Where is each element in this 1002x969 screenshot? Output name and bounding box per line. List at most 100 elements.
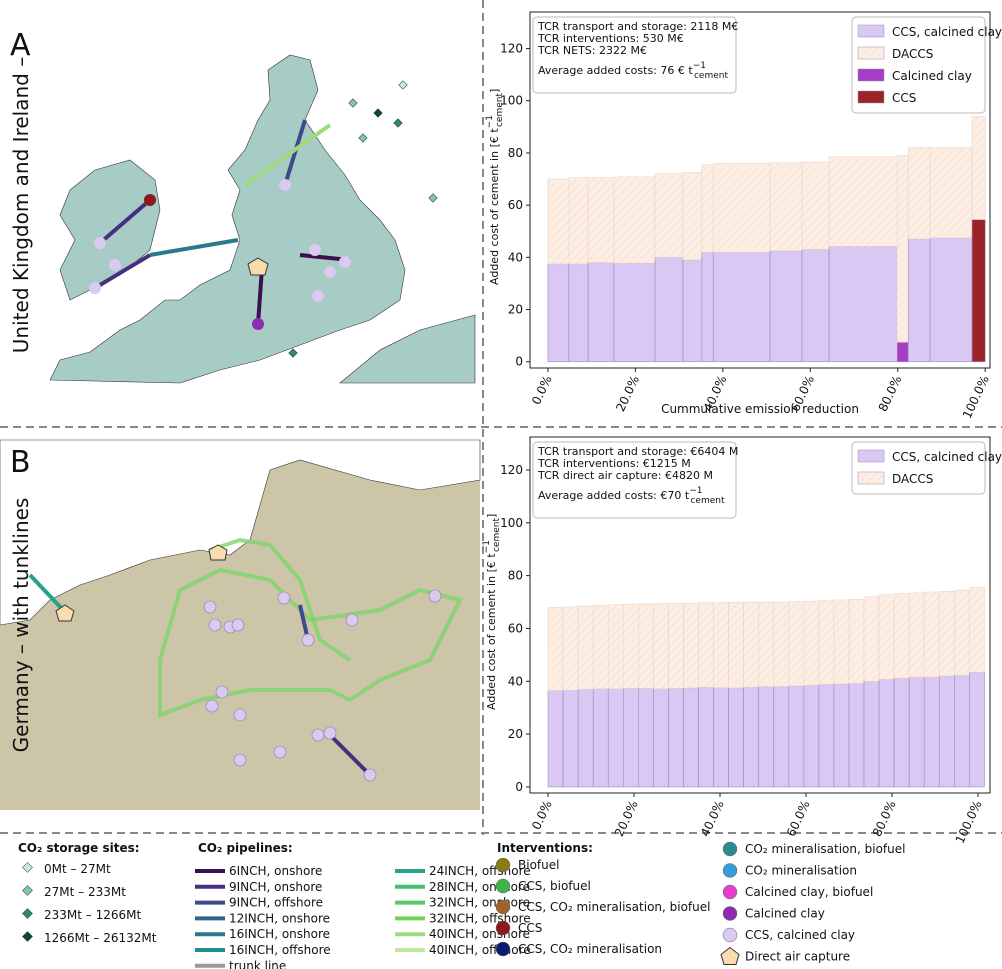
label: Average added costs: 76 € t−1 cement [538,61,728,81]
axes-frame [529,11,991,369]
hatch [653,603,669,689]
storage-marker [22,908,33,919]
bar-segment [878,678,895,788]
hatch [858,472,884,484]
y-tick-label: 60 [508,621,523,635]
intervention-marker [495,878,511,894]
hatch [818,600,834,685]
legend-label: Calcined clay, biofuel [745,885,873,899]
bar-segment [713,687,729,788]
hatch [924,592,940,678]
hatch [770,162,802,251]
map-uk [49,54,476,384]
bar-segment [638,688,654,788]
legend-label: 16INCH, offshore [229,943,331,957]
y-tick-label: 0 [515,355,523,369]
bar-segment [577,688,594,788]
x-axis-label: Cummulative emission reduction [661,402,859,416]
bar-segment [938,675,955,788]
bar-segment [863,680,880,788]
hatch [713,602,729,688]
legend-box [851,16,986,114]
y-tick-label: 80 [508,569,523,583]
panel-letter: B [10,445,31,480]
legend-label: Direct air capture [745,950,850,964]
legend-label: 233Mt – 1266Mt [44,908,141,922]
legend-label: 16INCH, onshore [229,927,330,941]
legend-label: 28INCH, onshore [429,880,530,894]
hatch [713,163,771,253]
x-tick-label: 20.0% [612,798,641,838]
bar-segment [758,686,775,788]
hatch [864,596,880,682]
x-tick-label: 80.0% [876,373,905,413]
hatch [683,603,699,688]
bar-segment [607,688,624,788]
bar-segment [653,688,669,788]
hatch [578,606,594,690]
hatch [833,599,849,684]
legend-label: 32INCH, onshore [429,896,530,910]
row-label: United Kingdom and Ireland – [9,57,33,353]
intervention-marker [722,863,738,878]
legend-swatch [857,90,885,104]
hatch [593,605,609,689]
hatch [897,155,909,343]
y-tick-label: 60 [508,198,523,212]
intervention-marker [722,927,738,943]
hatch [588,177,614,263]
storage-marker [22,885,33,896]
y-tick-label: 120 [500,42,523,56]
annotation: TCR direct air capture: €4820 M [537,469,713,482]
bar-segment [587,262,615,363]
legend-swatch [857,449,885,463]
bar-segment [668,688,684,788]
bar-segment [698,686,714,788]
bar-segment [954,674,970,788]
label-text: Average added costs: €70 t [538,489,690,502]
y-tick-label: 40 [508,250,523,264]
bar-segment [682,259,703,363]
label-sub: cement [694,71,728,81]
bar-segment [773,686,790,788]
bar-segment [971,219,986,363]
hatch [563,606,579,691]
legend-swatch [857,24,885,38]
bar-segment [969,671,985,788]
bar-segment [803,684,820,788]
legend-label: Calcined clay [745,907,825,921]
hatch [655,173,684,258]
label-end: ] [488,89,501,93]
bar-segment [907,238,931,363]
legend-label: CCS, biofuel [518,879,591,893]
label-sub: cement [495,93,505,127]
bar-segment [743,686,760,788]
legend-label: Biofuel [518,858,559,872]
label: Average added costs: €70 t−1 cement [538,486,725,506]
hatch [803,601,819,686]
legend-label: 40INCH, onshore [429,927,530,941]
intervention-marker [495,899,511,915]
legend-label: 24INCH, offshore [429,864,531,878]
hatch [909,592,925,678]
y-tick-label: 80 [508,146,523,160]
y-tick-label: 40 [508,674,523,688]
legend-swatch [857,68,885,82]
row-label: Germany – with tunklines [9,498,33,753]
bar-segment [801,249,830,363]
annotation: TCR interventions: €1215 M [537,457,691,470]
label-sub: cement [492,518,502,552]
legend-label: CCS, calcined clay [892,450,1002,464]
annotation: TCR interventions: 530 M€ [537,32,684,45]
hatch [894,593,910,679]
label-sup: −1 [693,61,706,71]
bar-segment [613,262,656,363]
hatch [638,603,654,689]
label-sup: −1 [485,115,495,128]
hatch [829,156,898,247]
legend-label: 9INCH, offshore [229,896,323,910]
hatch [801,162,830,250]
hatch [858,47,884,59]
y-tick-label: 0 [515,780,523,794]
